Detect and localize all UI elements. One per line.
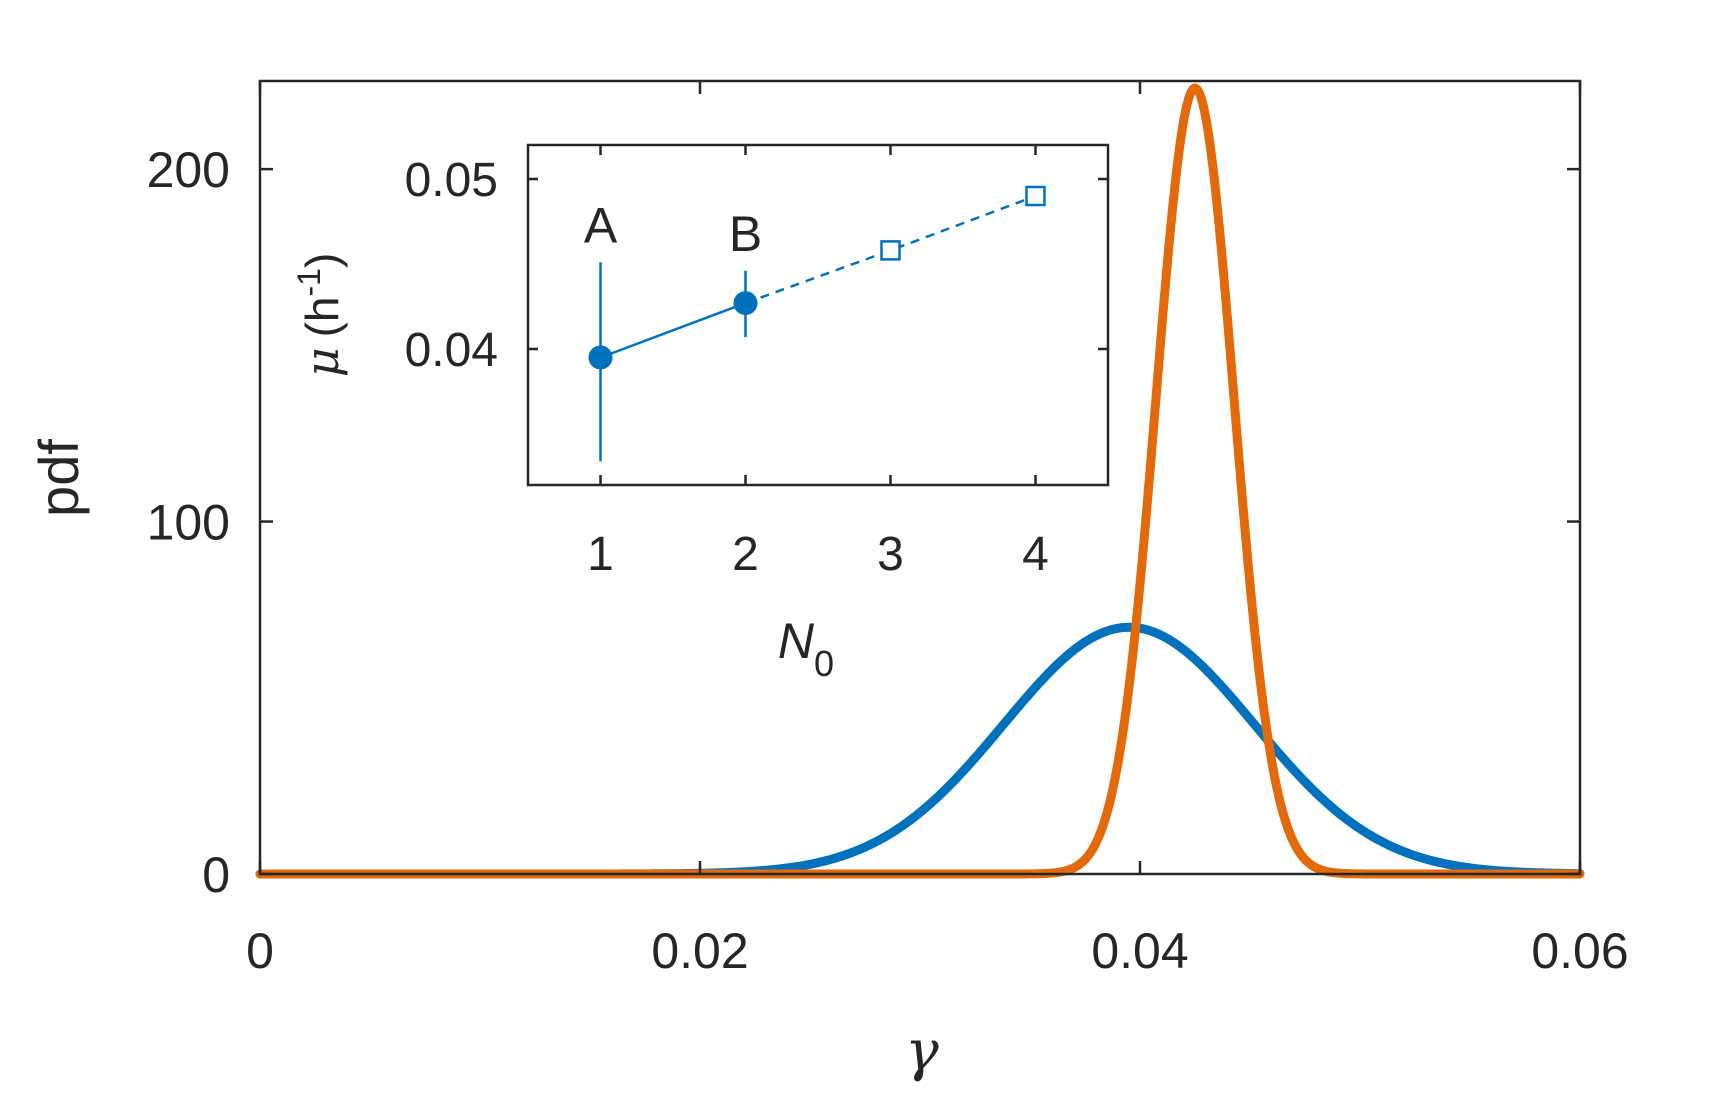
inset-chart: 1 2 3 4 0.04 0.05 A B N0 μ (h-1) <box>291 143 1110 684</box>
inset-x-label-subscript: 0 <box>814 643 834 684</box>
inset-y-label-close: ) <box>296 253 348 268</box>
inset-y-axis-label: μ (h-1) <box>291 253 349 378</box>
inset-x-label-symbol: N <box>778 613 815 669</box>
inset-marks <box>588 185 1046 462</box>
main-y-tick-label: 100 <box>147 495 230 551</box>
main-y-axis-label: pdf <box>27 439 90 517</box>
inset-y-label-superscript: -1 <box>291 268 327 296</box>
inset-point-label-a: A <box>584 197 618 253</box>
main-x-tick-label: 0.04 <box>1091 923 1188 979</box>
inset-predicted-point <box>880 240 901 261</box>
main-chart: 0 0.02 0.04 0.06 0 100 200 γ pdf <box>27 79 1629 1084</box>
inset-x-tick-label: 2 <box>732 528 759 581</box>
inset-predicted-line <box>745 194 1036 305</box>
inset-measured-line <box>600 301 746 359</box>
main-x-tick-label: 0.02 <box>651 923 748 979</box>
pdf-curve-0 <box>255 622 1585 879</box>
inset-background <box>528 145 1108 485</box>
inset-point-label-b: B <box>729 206 762 262</box>
inset-y-label-symbol: μ <box>295 347 349 377</box>
inset-x-tick-label: 3 <box>877 528 904 581</box>
main-x-tick-label: 0.06 <box>1531 923 1628 979</box>
inset-measured-point <box>588 345 613 370</box>
inset-y-tick-label: 0.04 <box>405 324 498 377</box>
main-x-axis-label: γ <box>905 1019 939 1084</box>
main-y-tick-label: 0 <box>202 847 230 903</box>
main-y-tick-label: 200 <box>147 142 230 198</box>
main-plot-frame <box>258 79 1582 876</box>
inset-x-tick-label: 4 <box>1022 528 1049 581</box>
inset-measured-point <box>733 291 758 316</box>
inset-plot-frame <box>526 143 1110 487</box>
main-ticks <box>258 81 1582 876</box>
inset-y-label-unit: (h <box>296 296 348 337</box>
inset-ticks <box>528 145 1108 485</box>
inset-y-tick-label: 0.05 <box>405 154 498 207</box>
inset-x-axis-label: N0 <box>778 613 834 684</box>
main-x-tick-label: 0 <box>246 923 274 979</box>
inset-x-tick-label: 1 <box>587 528 614 581</box>
inset-predicted-point <box>1025 185 1046 207</box>
